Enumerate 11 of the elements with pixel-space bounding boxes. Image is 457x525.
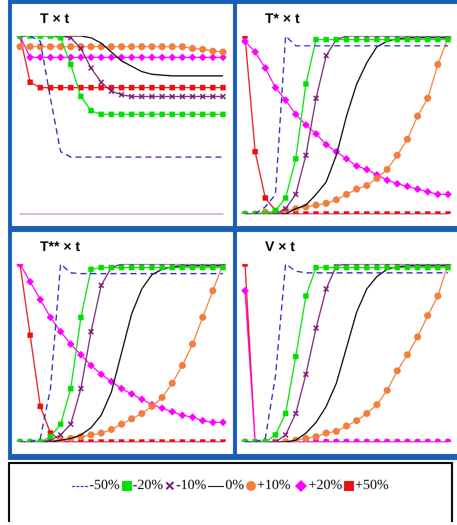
chart-title: T** × t [40, 238, 80, 254]
legend-label: 0% [225, 478, 244, 494]
legend-label: -50% [89, 478, 120, 494]
chart-title: T × t [40, 10, 70, 26]
legend-label: -20% [132, 478, 163, 494]
legend-label: +20% [308, 478, 342, 494]
chart-title: V × t [265, 238, 295, 254]
legend-label: +10% [256, 478, 291, 494]
legend-label: +50% [355, 478, 389, 494]
legend-label: -10% [176, 478, 206, 494]
chart-title: T* × t [265, 10, 300, 26]
